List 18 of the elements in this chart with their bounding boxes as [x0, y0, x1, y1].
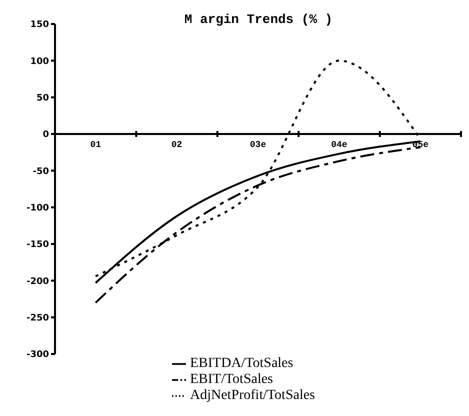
legend-label: EBIT/TotSales [190, 372, 273, 387]
legend-label: EBITDA/TotSales [190, 356, 294, 371]
y-tick-label: 100 [30, 56, 49, 67]
x-tick-label: 01 [90, 140, 102, 150]
y-tick-label: -50 [32, 166, 49, 177]
chart-title: M argin Trends (% ) [184, 12, 333, 27]
x-tick-label: 02 [171, 140, 182, 150]
y-tick-label: -200 [26, 276, 49, 287]
y-tick-label: 0 [42, 130, 49, 140]
y-tick-label: -250 [26, 314, 49, 324]
y-tick-label: -100 [26, 204, 49, 214]
y-tick-label: -150 [26, 240, 49, 250]
x-tick-label: 04e [331, 140, 348, 150]
y-tick-label: 150 [30, 20, 49, 30]
legend-label: AdjNetProfit/TotSales [190, 388, 315, 403]
x-tick-label: 03e [250, 140, 266, 150]
y-tick-label: 50 [36, 94, 49, 104]
y-tick-label: -300 [26, 350, 49, 360]
